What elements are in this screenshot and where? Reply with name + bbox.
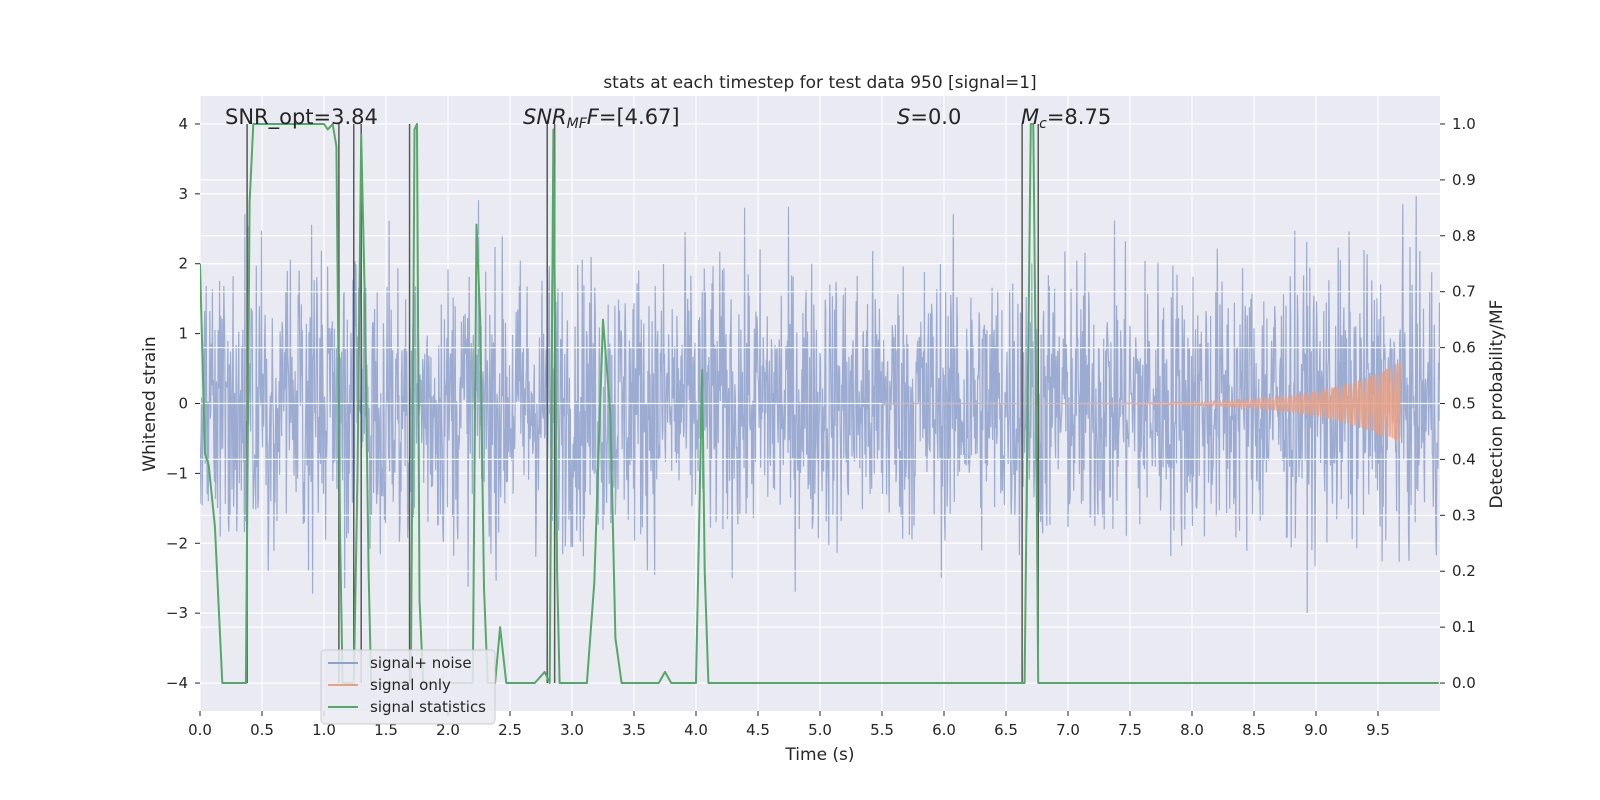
annotation-mc-value: =8.75	[1047, 105, 1111, 129]
x-tick-label-6: 3.0	[560, 721, 584, 739]
x-tick-label-2: 1.0	[312, 721, 336, 739]
y-tick-label-4: 0	[178, 395, 188, 413]
y-right-tick-label-7: 0.3	[1452, 506, 1476, 524]
x-tick-label-7: 3.5	[622, 721, 646, 739]
y-right-tick-label-6: 0.4	[1452, 450, 1476, 468]
y-right-tick-label-2: 0.8	[1452, 227, 1476, 245]
x-tick-label-14: 7.0	[1056, 721, 1080, 739]
y-axis-right-label: Detection probability/MF	[1487, 300, 1507, 509]
legend-box	[320, 649, 496, 725]
x-tick-label-8: 4.0	[684, 721, 708, 739]
legend-label-signal-statistics: signal statistics	[370, 698, 486, 716]
x-tick-label-13: 6.5	[994, 721, 1018, 739]
y-right-tick-label-8: 0.2	[1452, 562, 1476, 580]
x-axis-label: Time (s)	[784, 745, 854, 765]
x-tick-label-5: 2.5	[498, 721, 522, 739]
x-tick-label-4: 2.0	[436, 721, 460, 739]
annotation-s-symbol: S	[897, 105, 910, 129]
y-tick-label-1: 3	[178, 185, 188, 203]
y-tick-label-7: −3	[166, 604, 188, 622]
annotation-snr-mf: SNRMFF=[4.67]	[523, 105, 680, 132]
x-tick-label-19: 9.5	[1366, 721, 1390, 739]
annotation-snr-opt: SNR_opt=3.84	[225, 105, 378, 130]
y-right-tick-label-9: 0.1	[1452, 618, 1476, 636]
x-tick-label-1: 0.5	[250, 721, 274, 739]
y-right-tick-label-10: 0.0	[1452, 674, 1476, 692]
annotation-snr-mf-subscript: MF	[567, 116, 588, 132]
series-signal-only	[882, 361, 1401, 443]
series-signal-plus-noise	[200, 196, 1440, 614]
legend: signal+ noise signal only signal statist…	[320, 649, 496, 725]
x-tick-label-18: 9.0	[1304, 721, 1328, 739]
x-tick-label-16: 8.0	[1180, 721, 1204, 739]
annotation-s-value: =0.0	[910, 105, 961, 129]
x-tick-label-15: 7.5	[1118, 721, 1142, 739]
y-tick-label-6: −2	[166, 534, 188, 552]
y-right-tick-label-5: 0.5	[1452, 395, 1476, 413]
x-tick-label-9: 4.5	[746, 721, 770, 739]
y-axis-label: Whitened strain	[140, 336, 160, 471]
y-right-tick-label-3: 0.7	[1452, 283, 1476, 301]
annotation-s: S=0.0	[897, 105, 961, 129]
legend-label-signal-only: signal only	[370, 676, 451, 694]
annotation-mc-subscript: c	[1039, 116, 1047, 132]
x-tick-label-0: 0.0	[188, 721, 212, 739]
annotation-mc-symbol: M	[1021, 105, 1039, 129]
y-tick-label-0: 4	[178, 115, 188, 133]
annotation-snr-mf-symbol: SNR	[523, 105, 567, 129]
y-axis-left-ticks: 4 3 2 1 0 −1 −2 −3 −4	[166, 115, 200, 692]
y-right-tick-label-0: 1.0	[1452, 115, 1476, 133]
chart-title: stats at each timestep for test data 950…	[603, 73, 1036, 93]
y-tick-label-5: −1	[166, 464, 188, 482]
y-tick-label-8: −4	[166, 674, 188, 692]
x-axis-ticks: 0.0 0.5 1.0 1.5 2.0 2.5 3.0 3.5 4.0 4.5 5.0 5.5 6.0 6…	[188, 711, 1390, 739]
y-tick-label-3: 1	[178, 325, 188, 343]
x-tick-label-10: 5.0	[808, 721, 832, 739]
x-tick-label-12: 6.0	[932, 721, 956, 739]
x-tick-label-11: 5.5	[870, 721, 894, 739]
y-tick-label-2: 2	[178, 255, 188, 273]
y-axis-right-ticks: 1.0 0.9 0.8 0.7 0.6 0.5 0.4 0.3 0.2 0.1 0.0	[1440, 115, 1476, 692]
x-tick-label-3: 1.5	[374, 721, 398, 739]
annotation-snr-mf-value: =[4.67]	[599, 105, 680, 129]
legend-label-signal-plus-noise: signal+ noise	[370, 654, 472, 672]
y-right-tick-label-4: 0.6	[1452, 339, 1476, 357]
signal-plus-noise-line	[200, 196, 1440, 614]
y-right-tick-label-1: 0.9	[1452, 171, 1476, 189]
annotation-chirp-mass: Mc=8.75	[1021, 105, 1111, 132]
x-tick-label-17: 8.5	[1242, 721, 1266, 739]
signal-only-line	[882, 361, 1401, 443]
